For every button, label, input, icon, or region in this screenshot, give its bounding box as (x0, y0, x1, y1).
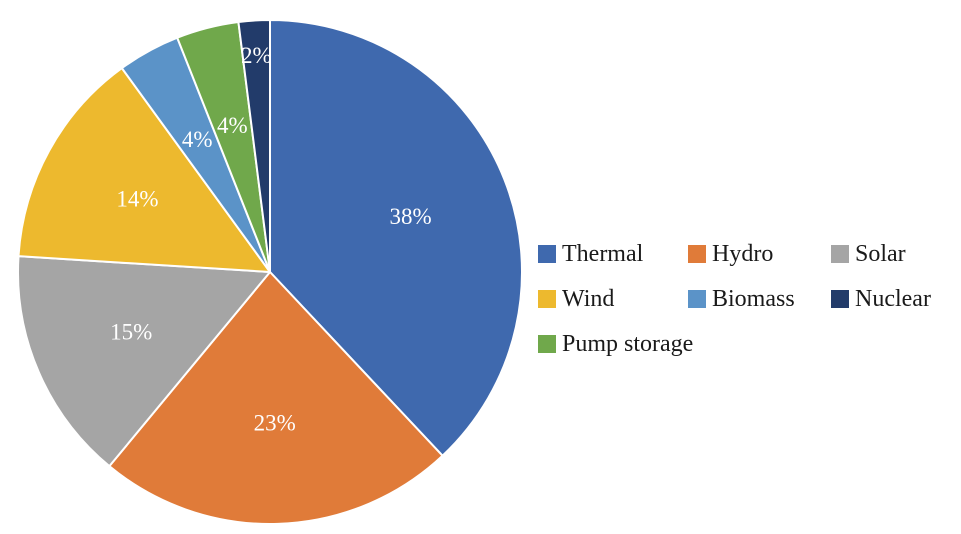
data-label-nuclear: 2% (241, 43, 272, 68)
data-label-wind: 14% (116, 187, 158, 212)
data-label-hydro: 23% (254, 411, 296, 436)
pie-slice-hydro (108, 271, 444, 525)
legend-swatch-thermal (538, 245, 556, 263)
legend-label-wind: Wind (562, 286, 614, 312)
data-label-pump-storage: 4% (217, 113, 248, 138)
pie-slice-solar (17, 255, 271, 468)
pie-data-labels: 38% 23% 15% 14% 4%4% 2% (110, 43, 432, 435)
data-label-solar: 15% (110, 320, 152, 345)
legend-label-nuclear: Nuclear (855, 286, 931, 312)
legend-label-solar: Solar (855, 241, 906, 267)
legend-swatch-nuclear (831, 290, 849, 308)
pie-slice-nuclear (237, 19, 271, 273)
legend-swatch-biomass (688, 290, 706, 308)
pie-slice-thermal (269, 19, 523, 457)
legend-label-biomass: Biomass (712, 286, 795, 312)
legend-swatch-hydro (688, 245, 706, 263)
legend-item-biomass: Biomass (688, 286, 795, 312)
legend: Thermal Hydro Solar Wind Biomass Nuclear Pump … (538, 241, 931, 357)
legend-item-thermal: Thermal (538, 241, 644, 267)
legend-label-pump-storage: Pump storage (562, 331, 693, 357)
legend-label-hydro: Hydro (712, 241, 773, 267)
pie-slices (17, 19, 523, 525)
legend-label-thermal: Thermal (562, 241, 644, 267)
legend-item-nuclear: Nuclear (831, 286, 931, 312)
data-label-thermal: 38% (389, 204, 431, 229)
legend-swatch-solar (831, 245, 849, 263)
legend-item-hydro: Hydro (688, 241, 773, 267)
pie-slice-wind (17, 67, 271, 273)
legend-swatch-pump-storage (538, 335, 556, 353)
legend-item-solar: Solar (831, 241, 906, 267)
legend-item-pump-storage: Pump storage (538, 331, 693, 357)
data-label-biomass: 4% (182, 127, 213, 152)
legend-swatch-wind (538, 290, 556, 308)
legend-item-wind: Wind (538, 286, 614, 312)
